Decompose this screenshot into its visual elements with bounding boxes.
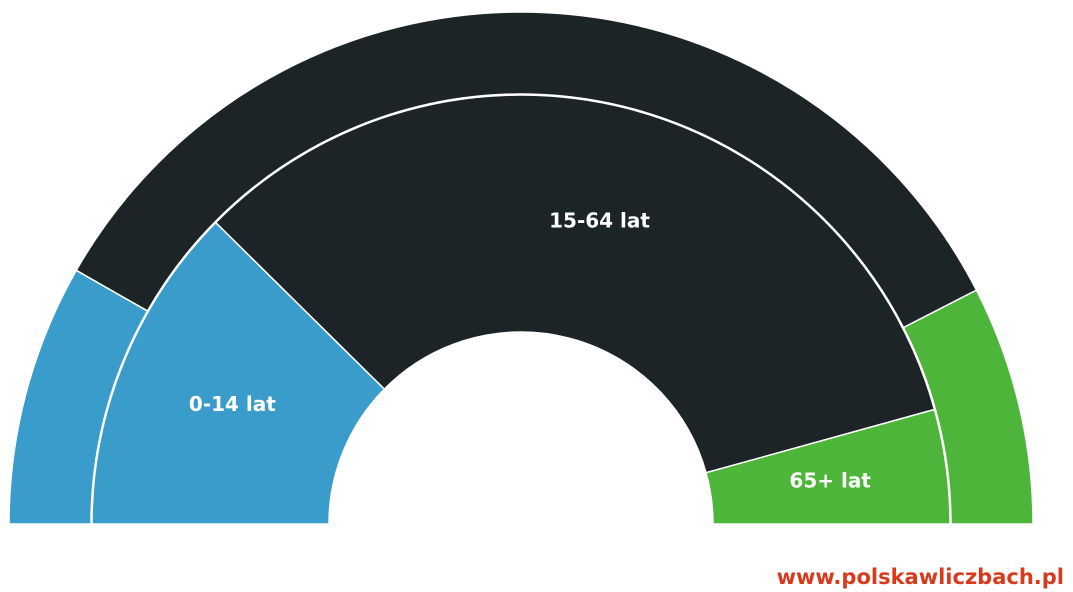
segment-label: 0-14 lat [189,392,276,416]
sector [705,408,951,525]
source-label: www.polskawliczbach.pl [777,565,1064,589]
segment-label: 65+ lat [789,468,871,492]
sector [75,11,978,329]
sector [91,221,386,525]
sector [902,289,1034,525]
segment-label: 15-64 lat [549,209,650,233]
sector [214,94,936,474]
